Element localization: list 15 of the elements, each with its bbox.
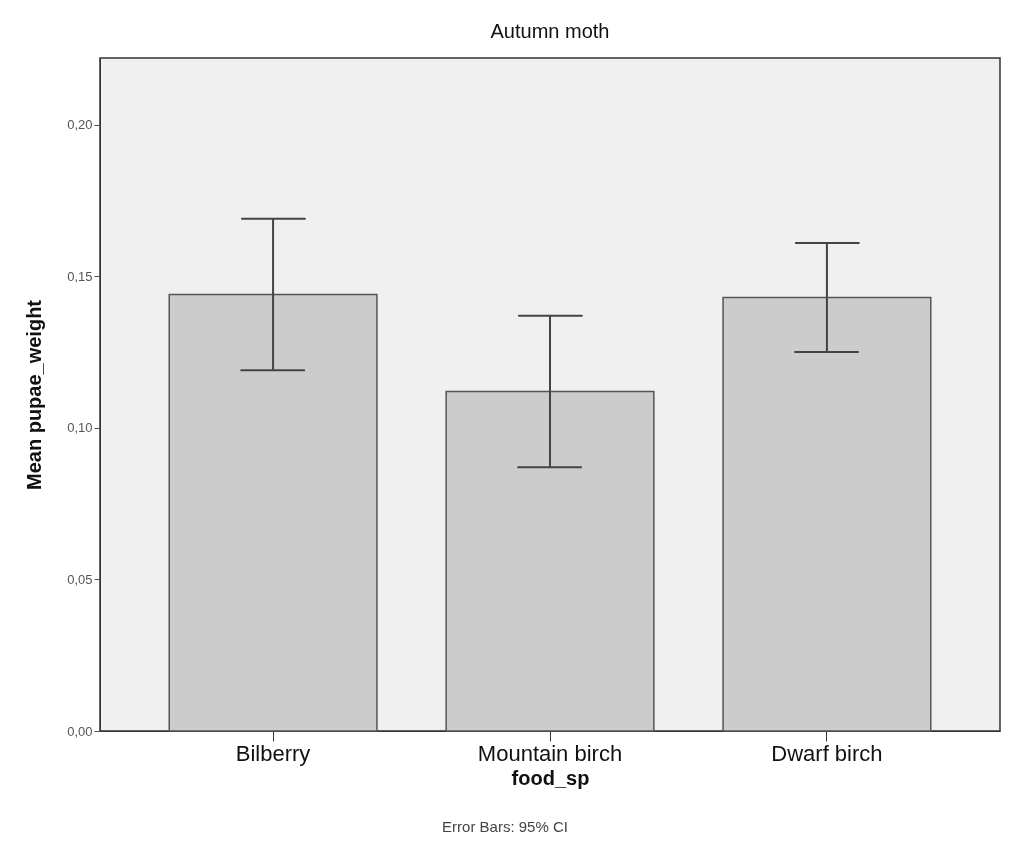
x-axis-title: food_sp [511,766,590,789]
y-tick-label: 0,15 [67,268,93,284]
y-tick-label: 0,00 [67,723,93,739]
bar [722,296,932,732]
bar [168,293,378,732]
y-tick-label: 0,20 [67,117,93,133]
y-axis-title: Mean pupae_weight [23,299,46,491]
x-tick-label: Bilberry [235,740,311,766]
x-tick-label: Dwarf birch [771,740,883,766]
y-tick-label: 0,10 [67,420,93,436]
chart-title: Autumn moth [490,20,610,42]
bar [445,390,655,732]
x-tick-label: Mountain birch [477,740,623,766]
y-tick-label: 0,05 [67,571,93,587]
text: Error Bars: 95% CI [441,818,569,835]
